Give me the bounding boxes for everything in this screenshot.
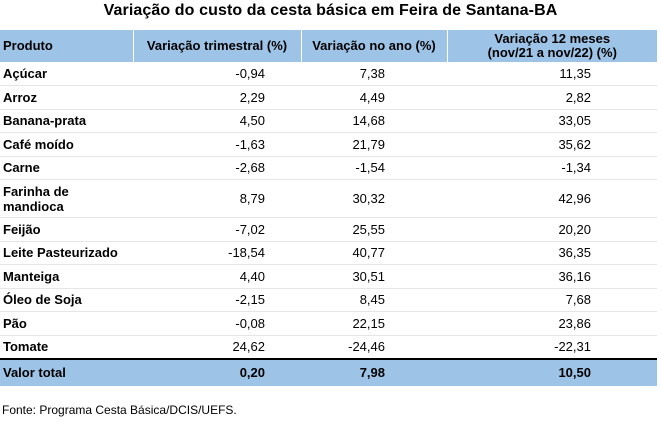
table-row: Feijão -7,02 25,55 20,20 <box>0 218 657 241</box>
header-doze-meses: Variação 12 meses (nov/21 a nov/22) (%) <box>446 30 657 62</box>
quarterly-change: -1,63 <box>235 136 265 152</box>
year-change: 40,77 <box>352 245 385 261</box>
quarterly-change: -7,02 <box>235 221 265 237</box>
quarterly-change: 4,50 <box>239 113 265 129</box>
quarterly-change: 4,40 <box>239 268 265 284</box>
twelve-month-change: 11,35 <box>559 66 591 81</box>
table-row: Carne -2,68 -1,54 -1,34 <box>0 156 657 180</box>
quarterly-change: -18,54 <box>228 245 265 261</box>
quarterly-change: 8,79 <box>239 191 265 206</box>
year-change: 8,45 <box>359 292 385 308</box>
quarterly-change: -0,08 <box>235 315 265 331</box>
table-row: Leite Pasteurizado -18,54 40,77 36,35 <box>0 241 657 265</box>
total-row: Valor total 0,20 7,98 10,50 <box>0 357 657 386</box>
product-name: Óleo de Soja <box>3 292 82 308</box>
product-name: Farinha de mandioca <box>0 180 133 218</box>
twelve-month-change: 23,86 <box>558 315 591 331</box>
year-change: 30,51 <box>352 268 385 284</box>
product-name: Arroz <box>3 89 37 105</box>
table-title: Variação do custo da cesta básica em Fei… <box>103 2 558 19</box>
year-change: 21,79 <box>352 136 385 152</box>
table-row: Farinha de mandioca 8,79 30,32 42,96 <box>0 180 657 218</box>
year-change: 14,68 <box>352 113 385 129</box>
total-quarterly: 0,20 <box>133 357 301 386</box>
twelve-month-change: 2,82 <box>565 89 591 105</box>
quarterly-change: 2,29 <box>239 89 265 105</box>
table-row: Café moído -1,63 21,79 35,62 <box>0 133 657 156</box>
product-name-line2: mandioca <box>3 198 64 214</box>
year-change: 22,15 <box>352 315 385 331</box>
product-name: Pão <box>3 315 27 331</box>
year-change: -24,46 <box>348 339 385 354</box>
total-year: 7,98 <box>301 357 447 386</box>
header-row: Produto Variação trimestral (%) Variação… <box>0 30 657 62</box>
header-ano: Variação no ano (%) <box>300 30 447 62</box>
table-row: Tomate 24,62 -24,46 -22,31 <box>0 335 657 359</box>
total-twelve-month: 10,50 <box>447 357 657 386</box>
twelve-month-change: -22,31 <box>554 339 591 354</box>
year-change: 25,55 <box>352 221 385 237</box>
table-row: Pão -0,08 22,15 23,86 <box>0 312 657 335</box>
twelve-month-change: 36,35 <box>558 245 591 261</box>
total-label: Valor total <box>0 357 133 386</box>
twelve-month-change: 33,05 <box>558 113 591 129</box>
table-row: Óleo de Soja -2,15 8,45 7,68 <box>0 288 657 312</box>
product-name: Feijão <box>3 221 41 237</box>
product-name: Banana-prata <box>3 113 87 129</box>
twelve-month-change: 20,20 <box>558 221 591 237</box>
product-name: Açúcar <box>3 66 48 81</box>
header-doze-meses-line2: (nov/21 a nov/22) (%) <box>487 45 617 60</box>
product-name-line1: Farinha de <box>3 183 69 199</box>
twelve-month-change: -1,34 <box>561 160 591 176</box>
price-variation-table: Produto Variação trimestral (%) Variação… <box>0 30 657 386</box>
product-name: Café moído <box>3 136 74 152</box>
year-change: 7,38 <box>359 66 385 81</box>
header-doze-meses-line1: Variação 12 meses <box>494 31 611 46</box>
quarterly-change: 24,62 <box>232 339 265 354</box>
table-row: Banana-prata 4,50 14,68 33,05 <box>0 109 657 133</box>
twelve-month-change: 42,96 <box>558 191 591 206</box>
table-row: Manteiga 4,40 30,51 36,16 <box>0 265 657 288</box>
product-name: Tomate <box>3 339 49 354</box>
product-name: Carne <box>3 160 40 176</box>
year-change: 30,32 <box>352 191 385 206</box>
year-change: 4,49 <box>359 89 385 105</box>
product-name: Manteiga <box>3 268 60 284</box>
header-produto: Produto <box>0 30 133 62</box>
twelve-month-change: 36,16 <box>558 268 591 284</box>
twelve-month-change: 7,68 <box>565 292 591 308</box>
header-trimestral: Variação trimestral (%) <box>132 30 301 62</box>
twelve-month-change: 35,62 <box>558 136 591 152</box>
product-name: Leite Pasteurizado <box>3 245 118 261</box>
table-row: Arroz 2,29 4,49 2,82 <box>0 86 657 109</box>
source-note: Fonte: Programa Cesta Básica/DCIS/UEFS. <box>2 403 237 417</box>
quarterly-change: -0,94 <box>235 66 265 81</box>
quarterly-change: -2,15 <box>235 292 265 308</box>
quarterly-change: -2,68 <box>235 160 265 176</box>
table-row: Açúcar -0,94 7,38 11,35 <box>0 62 657 86</box>
year-change: -1,54 <box>355 160 385 176</box>
